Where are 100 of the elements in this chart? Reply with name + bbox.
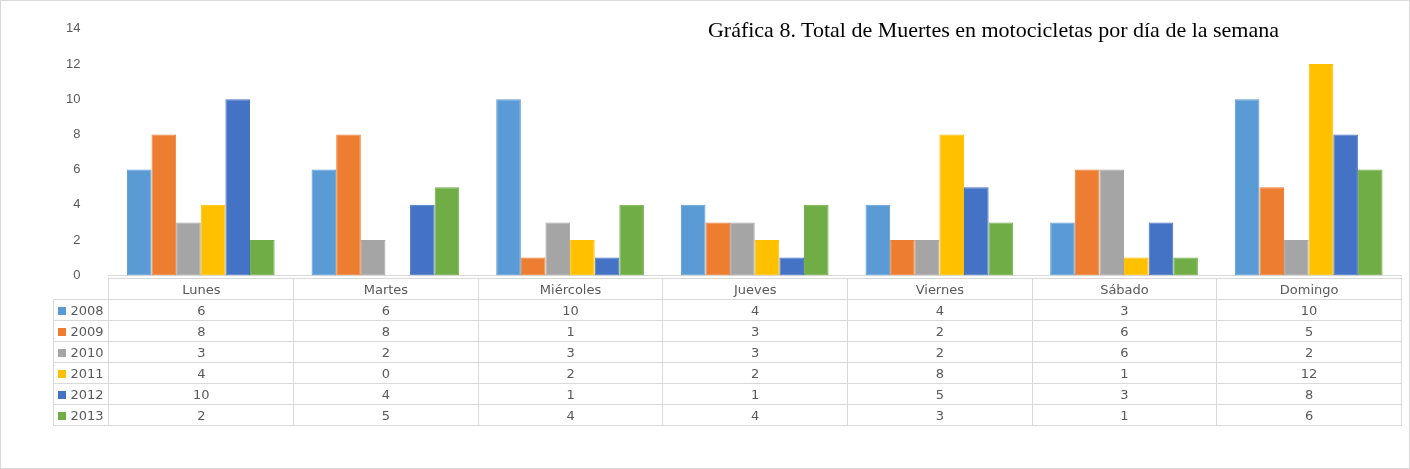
data-label: 1: [662, 383, 848, 405]
bar: [988, 222, 1014, 276]
legend-label: 2012: [53, 383, 109, 405]
bar: [730, 222, 755, 276]
bar: [1308, 64, 1334, 276]
y-tick-label: 2: [73, 231, 81, 247]
data-label: 6: [1032, 320, 1217, 342]
data-label: 3: [662, 341, 848, 363]
bar: [890, 240, 915, 276]
y-tick-label: 8: [73, 125, 81, 141]
x-tick-label: Jueves: [662, 278, 848, 300]
bar: [225, 99, 251, 276]
legend-label: 2010: [53, 341, 109, 363]
data-label: 12: [1216, 362, 1402, 384]
data-label: 0: [293, 362, 479, 384]
data-label: 4: [108, 362, 294, 384]
data-label: 3: [478, 341, 663, 363]
bar: [434, 187, 460, 276]
y-tick-label: 12: [65, 55, 81, 71]
bar: [151, 134, 177, 276]
bar: [754, 240, 780, 276]
bar: [545, 222, 571, 276]
bar: [705, 222, 731, 276]
bar: [250, 240, 275, 276]
data-label: 3: [1032, 299, 1217, 321]
y-tick-label: 4: [73, 196, 81, 212]
x-tick-label: Martes: [293, 278, 479, 300]
data-label: 8: [293, 320, 479, 342]
bar: [1333, 134, 1358, 276]
data-label: 3: [1032, 383, 1217, 405]
legend-label: 2013: [53, 404, 109, 426]
bar: [914, 240, 940, 276]
data-label: 8: [847, 362, 1033, 384]
data-label: 2: [1216, 341, 1402, 363]
bar: [964, 187, 989, 276]
x-tick-label: Miércoles: [478, 278, 663, 300]
bar: [336, 134, 361, 276]
bar: [1124, 257, 1149, 276]
y-tick-label: 14: [65, 20, 81, 36]
bar: [1259, 187, 1285, 276]
bar: [570, 240, 595, 276]
bar: [939, 134, 964, 276]
y-tick-label: 0: [73, 266, 81, 282]
y-tick-label: 10: [65, 90, 81, 106]
data-label: 5: [847, 383, 1033, 405]
bar: [1148, 222, 1174, 276]
x-tick-label: Lunes: [108, 278, 294, 300]
bar: [496, 99, 521, 276]
data-label: 6: [1216, 404, 1402, 426]
bar: [126, 169, 152, 276]
bar: [865, 204, 891, 276]
y-tick-label: 6: [73, 161, 81, 177]
data-label: 2: [847, 341, 1033, 363]
bar: [1050, 222, 1075, 276]
bar: [360, 240, 386, 276]
data-label: 10: [1216, 299, 1402, 321]
data-label: 5: [1216, 320, 1402, 342]
data-label: 1: [1032, 362, 1217, 384]
bar: [1357, 169, 1383, 276]
bar: [1284, 240, 1309, 276]
data-label: 1: [478, 383, 663, 405]
x-tick-label: Viernes: [847, 278, 1033, 300]
data-label: 2: [662, 362, 848, 384]
data-label: 4: [662, 299, 848, 321]
bar: [1074, 169, 1100, 276]
data-label: 10: [108, 383, 294, 405]
data-label: 4: [662, 404, 848, 426]
data-label: 4: [847, 299, 1033, 321]
bar: [410, 204, 435, 276]
legend-label: 2011: [53, 362, 109, 384]
data-label: 5: [293, 404, 479, 426]
data-label: 3: [662, 320, 848, 342]
bar: [200, 204, 226, 276]
data-label: 6: [293, 299, 479, 321]
bar: [176, 222, 201, 276]
data-label: 8: [108, 320, 294, 342]
data-label: 4: [293, 383, 479, 405]
data-label: 3: [108, 341, 294, 363]
x-tick-label: Domingo: [1216, 278, 1402, 300]
chart-title: Gráfica 8. Total de Muertes en motocicletas por día de la semana: [707, 17, 1279, 43]
bar: [680, 204, 706, 276]
data-label: 6: [108, 299, 294, 321]
bar: [1099, 169, 1125, 276]
data-label: 1: [478, 320, 663, 342]
bar: [1234, 99, 1260, 276]
bar: [594, 257, 620, 276]
data-label: 4: [478, 404, 663, 426]
bar: [311, 169, 337, 276]
data-label: 2: [847, 320, 1033, 342]
bar: [803, 204, 829, 276]
data-label: 8: [1216, 383, 1402, 405]
bar: [520, 257, 546, 276]
data-label: 10: [478, 299, 663, 321]
x-tick-label: Sábado: [1032, 278, 1217, 300]
data-label: 6: [1032, 341, 1217, 363]
legend-label: 2008: [53, 299, 109, 321]
data-label: 2: [293, 341, 479, 363]
bar: [619, 204, 644, 276]
data-label: 1: [1032, 404, 1217, 426]
bar: [779, 257, 804, 276]
